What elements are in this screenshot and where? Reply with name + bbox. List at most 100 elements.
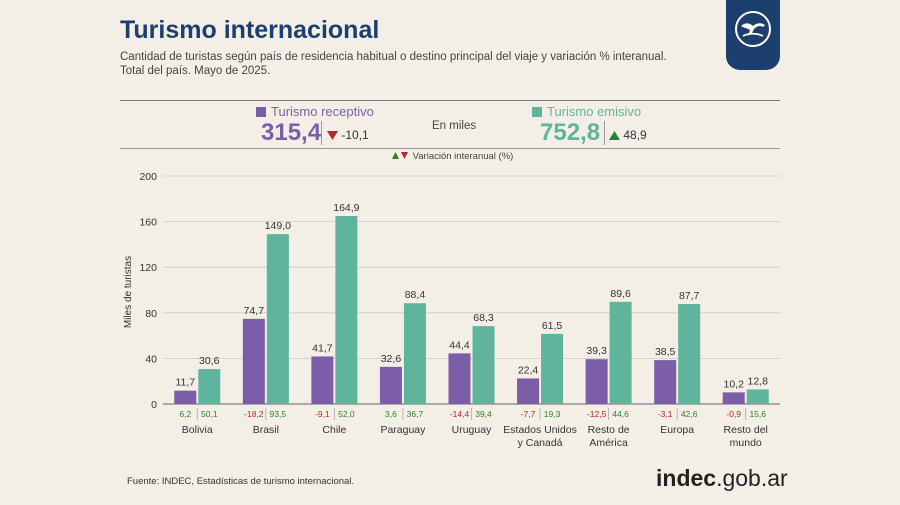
- y-tick-label: 200: [139, 171, 157, 183]
- bar-emisivo: [198, 369, 221, 404]
- unit-label: En miles: [432, 120, 477, 132]
- y-tick-label: 80: [145, 308, 157, 320]
- data-label-receptivo: 44,4: [449, 339, 470, 351]
- x-tick-label: Estados Unidos: [503, 424, 577, 436]
- variation-note-text: Variación interanual (%): [412, 151, 514, 162]
- bar-receptivo: [448, 353, 471, 404]
- emisivo-separator: [604, 121, 605, 145]
- variation-label-receptivo: -14,4: [450, 409, 470, 419]
- data-label-emisivo: 87,7: [679, 290, 700, 302]
- triangle-down-icon: [327, 131, 338, 140]
- page-subtitle: Cantidad de turistas según país de resid…: [120, 50, 720, 78]
- data-label-receptivo: 74,7: [244, 305, 265, 317]
- bar-emisivo: [472, 326, 495, 404]
- logo-tab: [726, 0, 780, 70]
- receptivo-total: 315,4: [261, 119, 322, 146]
- y-tick-label: 40: [145, 353, 157, 365]
- variation-label-receptivo: -12,5: [587, 409, 607, 419]
- y-tick-label: 160: [139, 217, 157, 229]
- brand-logo: indec.gob.ar: [656, 465, 788, 492]
- data-label-receptivo: 32,6: [381, 353, 402, 365]
- variation-label-emisivo: 52,0: [338, 409, 355, 419]
- bar-emisivo: [266, 234, 289, 404]
- variation-label-emisivo: 44,6: [612, 409, 629, 419]
- bar-emisivo: [403, 303, 426, 404]
- bar-receptivo: [174, 390, 197, 404]
- bar-receptivo: [722, 392, 745, 404]
- y-tick-label: 120: [139, 262, 157, 274]
- header-divider-bottom: [120, 148, 780, 149]
- header-divider-top: [120, 100, 780, 101]
- y-axis-label: Miles de turistas: [123, 256, 134, 328]
- legend-receptivo: Turismo receptivo: [256, 104, 374, 119]
- bar-receptivo: [311, 356, 334, 404]
- x-tick-label: América: [589, 437, 628, 449]
- bar-emisivo: [609, 301, 632, 404]
- variation-label-emisivo: 39,4: [475, 409, 492, 419]
- x-tick-label: Bolivia: [182, 424, 213, 436]
- data-label-receptivo: 38,5: [655, 346, 676, 358]
- receptivo-separator: [321, 121, 322, 145]
- receptivo-variation: -10,1: [327, 128, 369, 142]
- y-tick-label: 0: [151, 399, 157, 411]
- grid-lines: [163, 175, 780, 405]
- bar-receptivo: [517, 378, 540, 404]
- brand-domain: .gob.ar: [716, 465, 788, 491]
- legend-label-receptivo: Turismo receptivo: [271, 104, 374, 119]
- emisivo-total: 752,8: [540, 119, 601, 146]
- bar-emisivo: [335, 216, 358, 404]
- bar-receptivo: [242, 318, 265, 404]
- data-label-receptivo: 11,7: [175, 377, 195, 389]
- bars: 11,7 30,6 74,7 149,0 41,7 164,9 32,6 88,4 44,4 68…: [174, 202, 769, 404]
- x-tick-label: Paraguay: [380, 424, 426, 436]
- legend-swatch-receptivo: [256, 107, 266, 117]
- data-label-emisivo: 89,6: [610, 288, 631, 300]
- variation-label-emisivo: 93,5: [270, 409, 287, 419]
- variation-label-receptivo: -18,2: [244, 409, 264, 419]
- x-tick-label: Resto del: [724, 424, 768, 436]
- bar-receptivo: [379, 366, 402, 404]
- x-tick-label: Resto de: [588, 424, 630, 436]
- x-tick-label: y Canadá: [518, 437, 563, 449]
- data-label-receptivo: 10,2: [724, 378, 745, 390]
- subtitle-line-1: Cantidad de turistas según país de resid…: [120, 51, 667, 63]
- variation-label-receptivo: -3,1: [658, 409, 673, 419]
- legend-label-emisivo: Turismo emisivo: [547, 104, 642, 119]
- y-axis: 0 40 80 120 160 200: [139, 171, 157, 411]
- variation-label-receptivo: -9,1: [315, 409, 330, 419]
- emisivo-variation-value: 48,9: [623, 128, 647, 142]
- variation-label-receptivo: -7,7: [521, 409, 536, 419]
- bar-receptivo: [585, 359, 608, 404]
- variation-note: Variación interanual (%): [392, 151, 513, 162]
- data-label-emisivo: 149,0: [265, 220, 291, 232]
- variation-label-emisivo: 50,1: [201, 409, 218, 419]
- x-tick-label: Brasil: [253, 424, 279, 436]
- receptivo-variation-value: -10,1: [341, 128, 369, 142]
- variation-label-emisivo: 19,3: [544, 409, 561, 419]
- variation-labels: 6,2 50,1 -18,2 93,5 -9,1 52,0 3,6 36,7 -14,4 39,4…: [179, 408, 766, 420]
- subtitle-line-2: Total del país. Mayo de 2025.: [120, 65, 271, 77]
- tourism-logo-icon: [735, 11, 771, 47]
- variation-label-receptivo: 6,2: [179, 409, 191, 419]
- data-label-receptivo: 39,3: [586, 345, 607, 357]
- data-label-emisivo: 12,8: [748, 375, 769, 387]
- legend-emisivo: Turismo emisivo: [532, 104, 641, 119]
- data-label-emisivo: 88,4: [405, 289, 426, 301]
- page-title: Turismo internacional: [120, 16, 380, 44]
- brand-bold: indec: [656, 465, 717, 491]
- x-tick-label: Uruguay: [452, 424, 492, 436]
- data-label-emisivo: 68,3: [473, 312, 494, 324]
- variation-label-receptivo: -0,9: [726, 409, 741, 419]
- bar-emisivo: [678, 304, 701, 404]
- x-tick-label: Europa: [660, 424, 694, 436]
- x-axis: Bolivia Brasil Chile Paraguay Uruguay Estados…: [182, 424, 768, 449]
- source-note: Fuente: INDEC, Estadísticas de turismo i…: [127, 476, 355, 487]
- variation-label-receptivo: 3,6: [385, 409, 397, 419]
- data-label-emisivo: 30,6: [199, 355, 220, 367]
- variation-label-emisivo: 36,7: [407, 409, 424, 419]
- triangle-up-down-icon: [392, 152, 408, 159]
- variation-label-emisivo: 42,6: [681, 409, 698, 419]
- x-tick-label: mundo: [730, 437, 762, 449]
- bar-emisivo: [541, 333, 564, 404]
